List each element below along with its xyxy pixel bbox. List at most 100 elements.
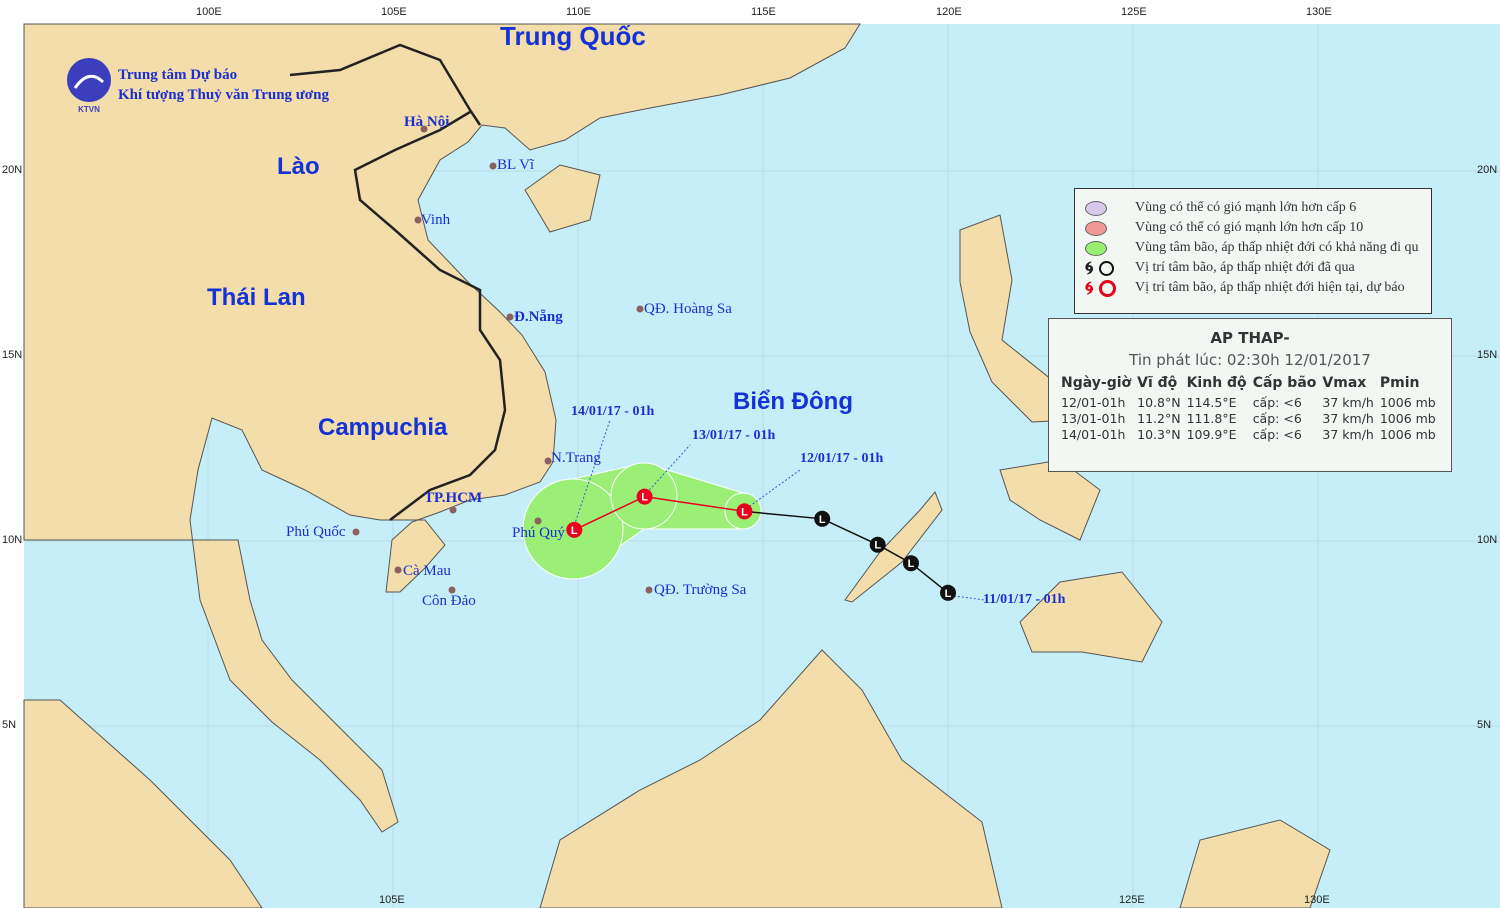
svg-text:L: L (641, 492, 648, 504)
storm-track: L L L L L L L (566, 488, 956, 601)
lat-label: 5N (2, 719, 17, 731)
island-condao: Côn Đảo (422, 593, 476, 609)
legend-label: Vùng có thể có gió mạnh lớn hơn cấp 6 (1135, 200, 1357, 215)
cell: 111.8°E (1186, 411, 1237, 426)
track-dashed-labels (572, 419, 986, 601)
table-header: Ngày-giờ Vĩ độ Kinh độ Cấp bão Vmax Pmin (1059, 375, 1440, 395)
sea-label-bien-dong: Biển Đông (733, 388, 853, 415)
red-circle-icon (1099, 279, 1117, 297)
cell: 10.8°N (1137, 395, 1181, 410)
wind-10-swatch-icon (1085, 220, 1107, 236)
lat-label: 10N (1477, 534, 1498, 546)
svg-text:L: L (741, 506, 748, 518)
city-dot (394, 566, 402, 574)
col-header: Vĩ độ (1137, 375, 1178, 391)
lon-label: 115E (751, 6, 776, 18)
island-truongsa: QĐ. Trường Sa (654, 582, 747, 598)
lat-label: 5N (1477, 719, 1492, 731)
lat-label: 10N (2, 534, 23, 546)
lon-label: 125E (1119, 894, 1145, 906)
wind-6-swatch-icon (1085, 200, 1107, 216)
city-hanoi: Hà Nội (404, 114, 450, 130)
svg-text:L: L (874, 540, 881, 552)
col-header: Vmax (1322, 375, 1367, 391)
cell: cấp: <6 (1252, 411, 1302, 426)
svg-text:L: L (819, 514, 826, 526)
track-label: 12/01/17 - 01h (800, 451, 884, 466)
lon-label: 130E (1304, 894, 1330, 906)
legend: Vùng có thể có gió mạnh lớn hơn cấp 6 Vù… (1074, 188, 1432, 314)
svg-text:L: L (908, 558, 915, 570)
hainan-island (524, 164, 601, 233)
svg-text:L: L (945, 588, 952, 600)
lon-label: 125E (1121, 6, 1147, 18)
svg-text:L: L (571, 525, 578, 537)
country-label-laos: Lào (277, 153, 320, 180)
china-indochina-mainland (23, 23, 861, 833)
track-label: 14/01/17 - 01h (571, 404, 655, 419)
lon-label: 130E (1306, 6, 1332, 18)
palawan-island (844, 491, 943, 603)
forecast-low-pressure-marker: L (636, 488, 653, 505)
issued-time: Tin phát lúc: 02:30h 12/01/2017 (1129, 351, 1371, 369)
table-row: 14/01-01h 10.3°N 109.9°E cấp: <6 37 km/h 1006… (1059, 427, 1440, 443)
past-low-pressure-marker: L (940, 584, 956, 601)
ktvn-logo: KTVN (65, 58, 113, 119)
city-dot (506, 313, 514, 321)
cell: 13/01-01h (1061, 411, 1126, 426)
country-label-cambodia: Campuchia (318, 414, 448, 441)
lat-label: 20N (2, 164, 23, 176)
lon-label: 120E (936, 6, 962, 18)
org-line2: Khí tượng Thuỷ văn Trung ương (118, 87, 329, 103)
cell: 11.2°N (1137, 411, 1181, 426)
past-low-pressure-marker: L (903, 555, 919, 572)
borneo-island (539, 649, 1003, 908)
country-label-thailand: Thái Lan (207, 284, 306, 311)
island-phuquoc: Phú Quốc (286, 524, 346, 540)
past-low-pressure-marker: L (814, 510, 831, 527)
legend-label: Vùng có thể có gió mạnh lớn hơn cấp 10 (1135, 220, 1364, 235)
lon-label: 105E (381, 6, 407, 18)
col-header: Ngày-giờ (1061, 375, 1132, 391)
city-dot (645, 586, 653, 594)
cell: 37 km/h (1322, 395, 1374, 410)
svg-text:KTVN: KTVN (78, 105, 100, 114)
country-label-china: Trung Quốc (500, 21, 646, 51)
city-dot (449, 506, 457, 514)
storm-info-panel: AP THAP- Tin phát lúc: 02:30h 12/01/2017… (1048, 318, 1452, 472)
mindanao-island (1019, 571, 1163, 663)
past-low-pressure-marker: L (869, 536, 886, 553)
city-dot (534, 517, 542, 525)
col-header: Kinh độ (1186, 375, 1247, 391)
city-dot (420, 125, 428, 133)
city-dot (352, 528, 360, 536)
city-nhatrang: N.Trang (551, 450, 601, 466)
table-row: 12/01-01h 10.8°N 114.5°E cấp: <6 37 km/h 1006… (1059, 395, 1440, 411)
land (23, 23, 1331, 908)
cell: 37 km/h (1322, 427, 1374, 442)
forecast-low-pressure-marker: L (736, 503, 753, 520)
cell: 12/01-01h (1061, 395, 1126, 410)
col-header: Pmin (1379, 375, 1420, 391)
lat-label: 15N (1477, 349, 1498, 361)
city-vinh: Vinh (421, 212, 451, 228)
vietnam-border (289, 43, 507, 521)
sumatra-island (23, 699, 263, 908)
cell: 37 km/h (1322, 411, 1374, 426)
table-row: 13/01-01h 11.2°N 111.8°E cấp: <6 37 km/h 1006… (1059, 411, 1440, 427)
island-phuquy: Phú Quý (512, 525, 565, 541)
red-typhoon-icon: 🌀︎ (1085, 277, 1094, 298)
city-dot (636, 305, 644, 313)
legend-label: Vùng tâm bão, áp thấp nhiệt đới có khả n… (1135, 240, 1419, 255)
black-typhoon-icon: 🌀︎ (1085, 257, 1094, 278)
cell: cấp: <6 (1252, 395, 1302, 410)
city-dot (448, 586, 456, 594)
cell: 10.3°N (1137, 427, 1181, 442)
city-camau: Cà Mau (403, 563, 451, 579)
lon-label: 105E (379, 894, 405, 906)
city-tphcm: TP.HCM (424, 490, 483, 506)
city-blvi: BL Vĩ (497, 157, 535, 173)
lat-label: 15N (2, 349, 23, 361)
lon-label: 100E (196, 6, 222, 18)
city-dot (489, 162, 497, 170)
